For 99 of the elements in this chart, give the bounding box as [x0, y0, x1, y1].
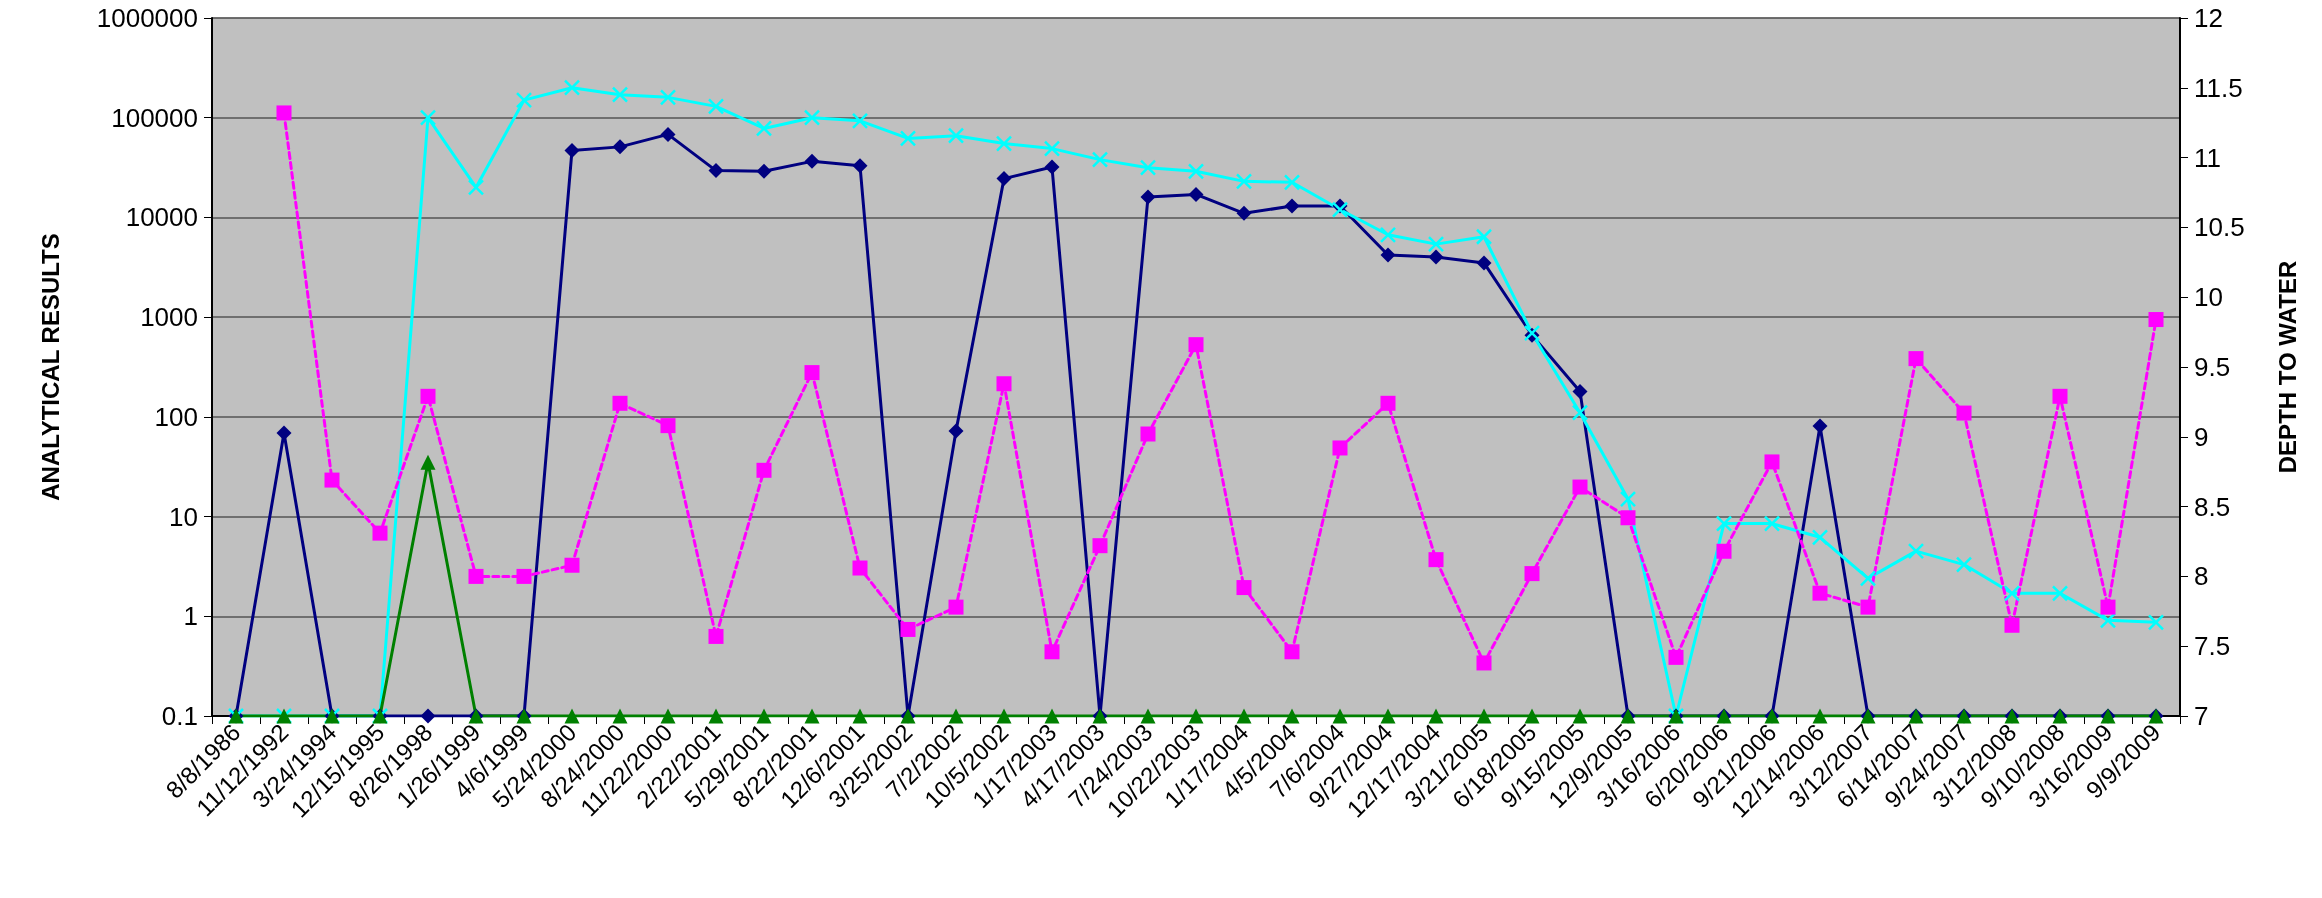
point: [467, 179, 485, 196]
point: [1428, 708, 1444, 724]
point: [1139, 159, 1157, 176]
point: [660, 126, 676, 142]
point: [851, 112, 869, 130]
y2-tick-label: 8: [2194, 561, 2209, 592]
point: [1284, 198, 1300, 214]
y-tick-label: 0.1: [161, 701, 198, 731]
point: [1284, 708, 1300, 724]
y2-tick-label: 10.5: [2194, 212, 2245, 243]
point: [995, 135, 1013, 152]
point: [1380, 247, 1396, 263]
point: [1524, 708, 1540, 724]
point: [1091, 151, 1109, 168]
point: [612, 139, 628, 155]
point: [1140, 189, 1156, 205]
point: [1812, 708, 1828, 724]
point: [707, 98, 725, 115]
point: [1811, 529, 1829, 546]
point: [1188, 708, 1204, 724]
point: [1380, 708, 1396, 724]
point: [515, 91, 533, 109]
point: [1236, 708, 1252, 724]
point: [2147, 614, 2165, 631]
point: [756, 708, 772, 724]
point: [1044, 159, 1060, 175]
y2-tick-label: 11: [2194, 142, 2221, 173]
point: [1475, 228, 1493, 246]
y2-axis-title: DEPTH TO WATER: [2273, 260, 2301, 474]
point: [1955, 556, 1973, 573]
point: [1332, 708, 1348, 724]
point: [899, 130, 917, 147]
point: [1043, 140, 1061, 157]
y2-tick-label: 9.5: [2194, 352, 2231, 382]
y-tick-label: 1000: [140, 302, 198, 333]
point: [1428, 249, 1444, 265]
y2-tick-label: 12: [2194, 3, 2223, 33]
point: [2051, 585, 2069, 602]
point: [276, 425, 292, 441]
point: [1619, 490, 1637, 508]
y-tick-label: 100: [154, 401, 198, 432]
point: [612, 708, 628, 724]
point: [852, 158, 868, 174]
point: [755, 120, 773, 137]
point: [2003, 585, 2021, 602]
point: [947, 127, 965, 144]
point: [1812, 418, 1828, 434]
point: [948, 423, 964, 439]
y-tick-label: 1000000: [96, 3, 198, 33]
point: [852, 708, 868, 724]
point: [1331, 201, 1349, 218]
point: [708, 708, 724, 724]
point: [563, 79, 581, 96]
point: [996, 708, 1012, 724]
point: [1044, 708, 1060, 724]
point: [756, 163, 772, 179]
y2-tick-label: 11.5: [2194, 72, 2243, 103]
point: [1571, 404, 1589, 421]
y-axis-title: ANALYTICAL RESULTS: [36, 233, 64, 501]
y2-tick-label: 9: [2194, 421, 2209, 452]
point: [803, 109, 821, 126]
point: [659, 89, 677, 106]
point: [1476, 708, 1492, 724]
point: [1283, 174, 1301, 191]
point: [564, 708, 580, 724]
point: [1476, 255, 1492, 271]
point: [2099, 612, 2117, 629]
point: [1859, 570, 1877, 587]
y-tick-label: 100000: [111, 102, 198, 133]
y-tick-label: 10000: [125, 202, 198, 233]
point: [660, 708, 676, 724]
y2-tick-label: 7.5: [2194, 631, 2231, 662]
point: [948, 708, 964, 724]
point: [1715, 515, 1733, 532]
point: [1187, 163, 1205, 180]
point: [564, 142, 580, 158]
point: [1140, 708, 1156, 724]
point: [420, 708, 436, 724]
point: [611, 86, 629, 103]
point: [1427, 235, 1445, 253]
point: [1188, 186, 1204, 202]
point: [1572, 708, 1588, 724]
point: [1572, 383, 1588, 399]
point: [1235, 173, 1253, 190]
y2-tick-label: 10: [2194, 282, 2223, 313]
y2-tick-label: 8.5: [2194, 491, 2231, 522]
point: [804, 153, 820, 169]
point: [1763, 515, 1781, 532]
y-tick-label: 10: [169, 501, 198, 532]
y2-tick-label: 7: [2194, 701, 2209, 731]
point: [420, 454, 436, 470]
point: [419, 109, 437, 126]
point: [1236, 205, 1252, 221]
y-tick-label: 1: [183, 601, 198, 632]
point: [996, 171, 1012, 187]
point: [1379, 226, 1397, 244]
point: [1907, 542, 1925, 560]
point: [804, 708, 820, 724]
point: [708, 163, 724, 179]
